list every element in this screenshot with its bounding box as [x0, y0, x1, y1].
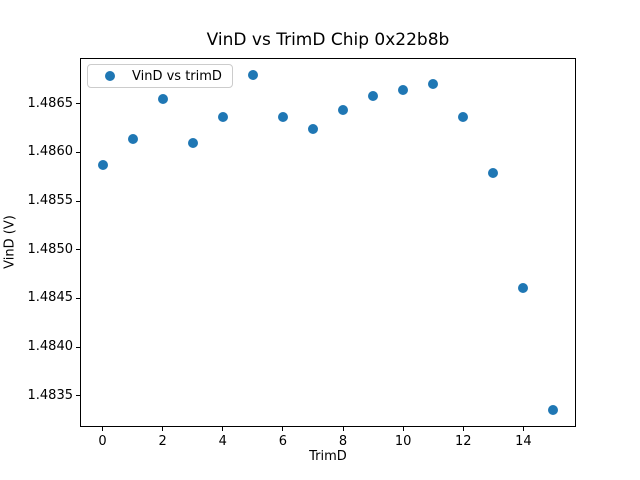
x-tick-mark	[102, 427, 104, 431]
x-tick-label: 8	[338, 434, 348, 449]
x-tick-mark	[402, 427, 404, 431]
y-tick-mark	[76, 297, 80, 299]
y-tick-label: 1.4865	[27, 95, 74, 111]
data-point	[277, 112, 288, 123]
data-point	[548, 405, 559, 416]
x-tick-label: 4	[218, 434, 227, 449]
x-tick-mark	[342, 427, 344, 431]
y-tick-mark	[76, 103, 80, 105]
x-tick-mark	[282, 427, 284, 431]
plot-area	[80, 58, 576, 427]
y-tick-label: 1.4845	[27, 290, 74, 306]
y-tick-label: 1.4860	[27, 144, 74, 160]
y-tick-label: 1.4835	[27, 387, 74, 403]
x-axis-label: TrimD	[309, 449, 347, 464]
y-tick-mark	[76, 395, 80, 397]
x-tick-mark	[522, 427, 524, 431]
y-tick-mark	[76, 151, 80, 153]
y-tick-label: 1.4840	[27, 339, 74, 355]
data-point	[307, 124, 318, 135]
data-point	[187, 137, 198, 148]
data-point	[518, 282, 529, 293]
y-axis-label: VinD (V)	[2, 215, 18, 269]
chart-title: VinD vs TrimD Chip 0x22b8b	[206, 30, 450, 50]
data-point	[428, 79, 439, 90]
x-tick-label: 0	[98, 434, 107, 449]
y-tick-label: 1.4850	[27, 241, 74, 257]
data-point	[247, 69, 258, 80]
legend: VinD vs trimD	[87, 64, 233, 88]
x-tick-label: 6	[278, 434, 288, 449]
x-tick-mark	[462, 427, 464, 431]
x-tick-label: 2	[158, 434, 167, 449]
y-tick-mark	[76, 249, 80, 251]
y-tick-mark	[76, 200, 80, 202]
data-point	[488, 167, 499, 178]
data-point	[97, 160, 108, 171]
data-point	[458, 112, 469, 123]
data-point	[217, 112, 228, 123]
y-tick-label: 1.4855	[27, 193, 74, 209]
data-point	[398, 85, 409, 96]
x-tick-label: 10	[394, 434, 412, 449]
y-tick-mark	[76, 346, 80, 348]
data-point	[368, 90, 379, 101]
x-tick-label: 14	[515, 434, 532, 449]
legend-marker-icon	[105, 71, 115, 81]
data-point	[157, 93, 168, 104]
x-tick-label: 12	[454, 434, 472, 449]
x-tick-mark	[162, 427, 164, 431]
data-point	[338, 104, 349, 115]
legend-label: VinD vs trimD	[132, 68, 222, 84]
x-tick-mark	[222, 427, 224, 431]
data-point	[127, 133, 138, 144]
